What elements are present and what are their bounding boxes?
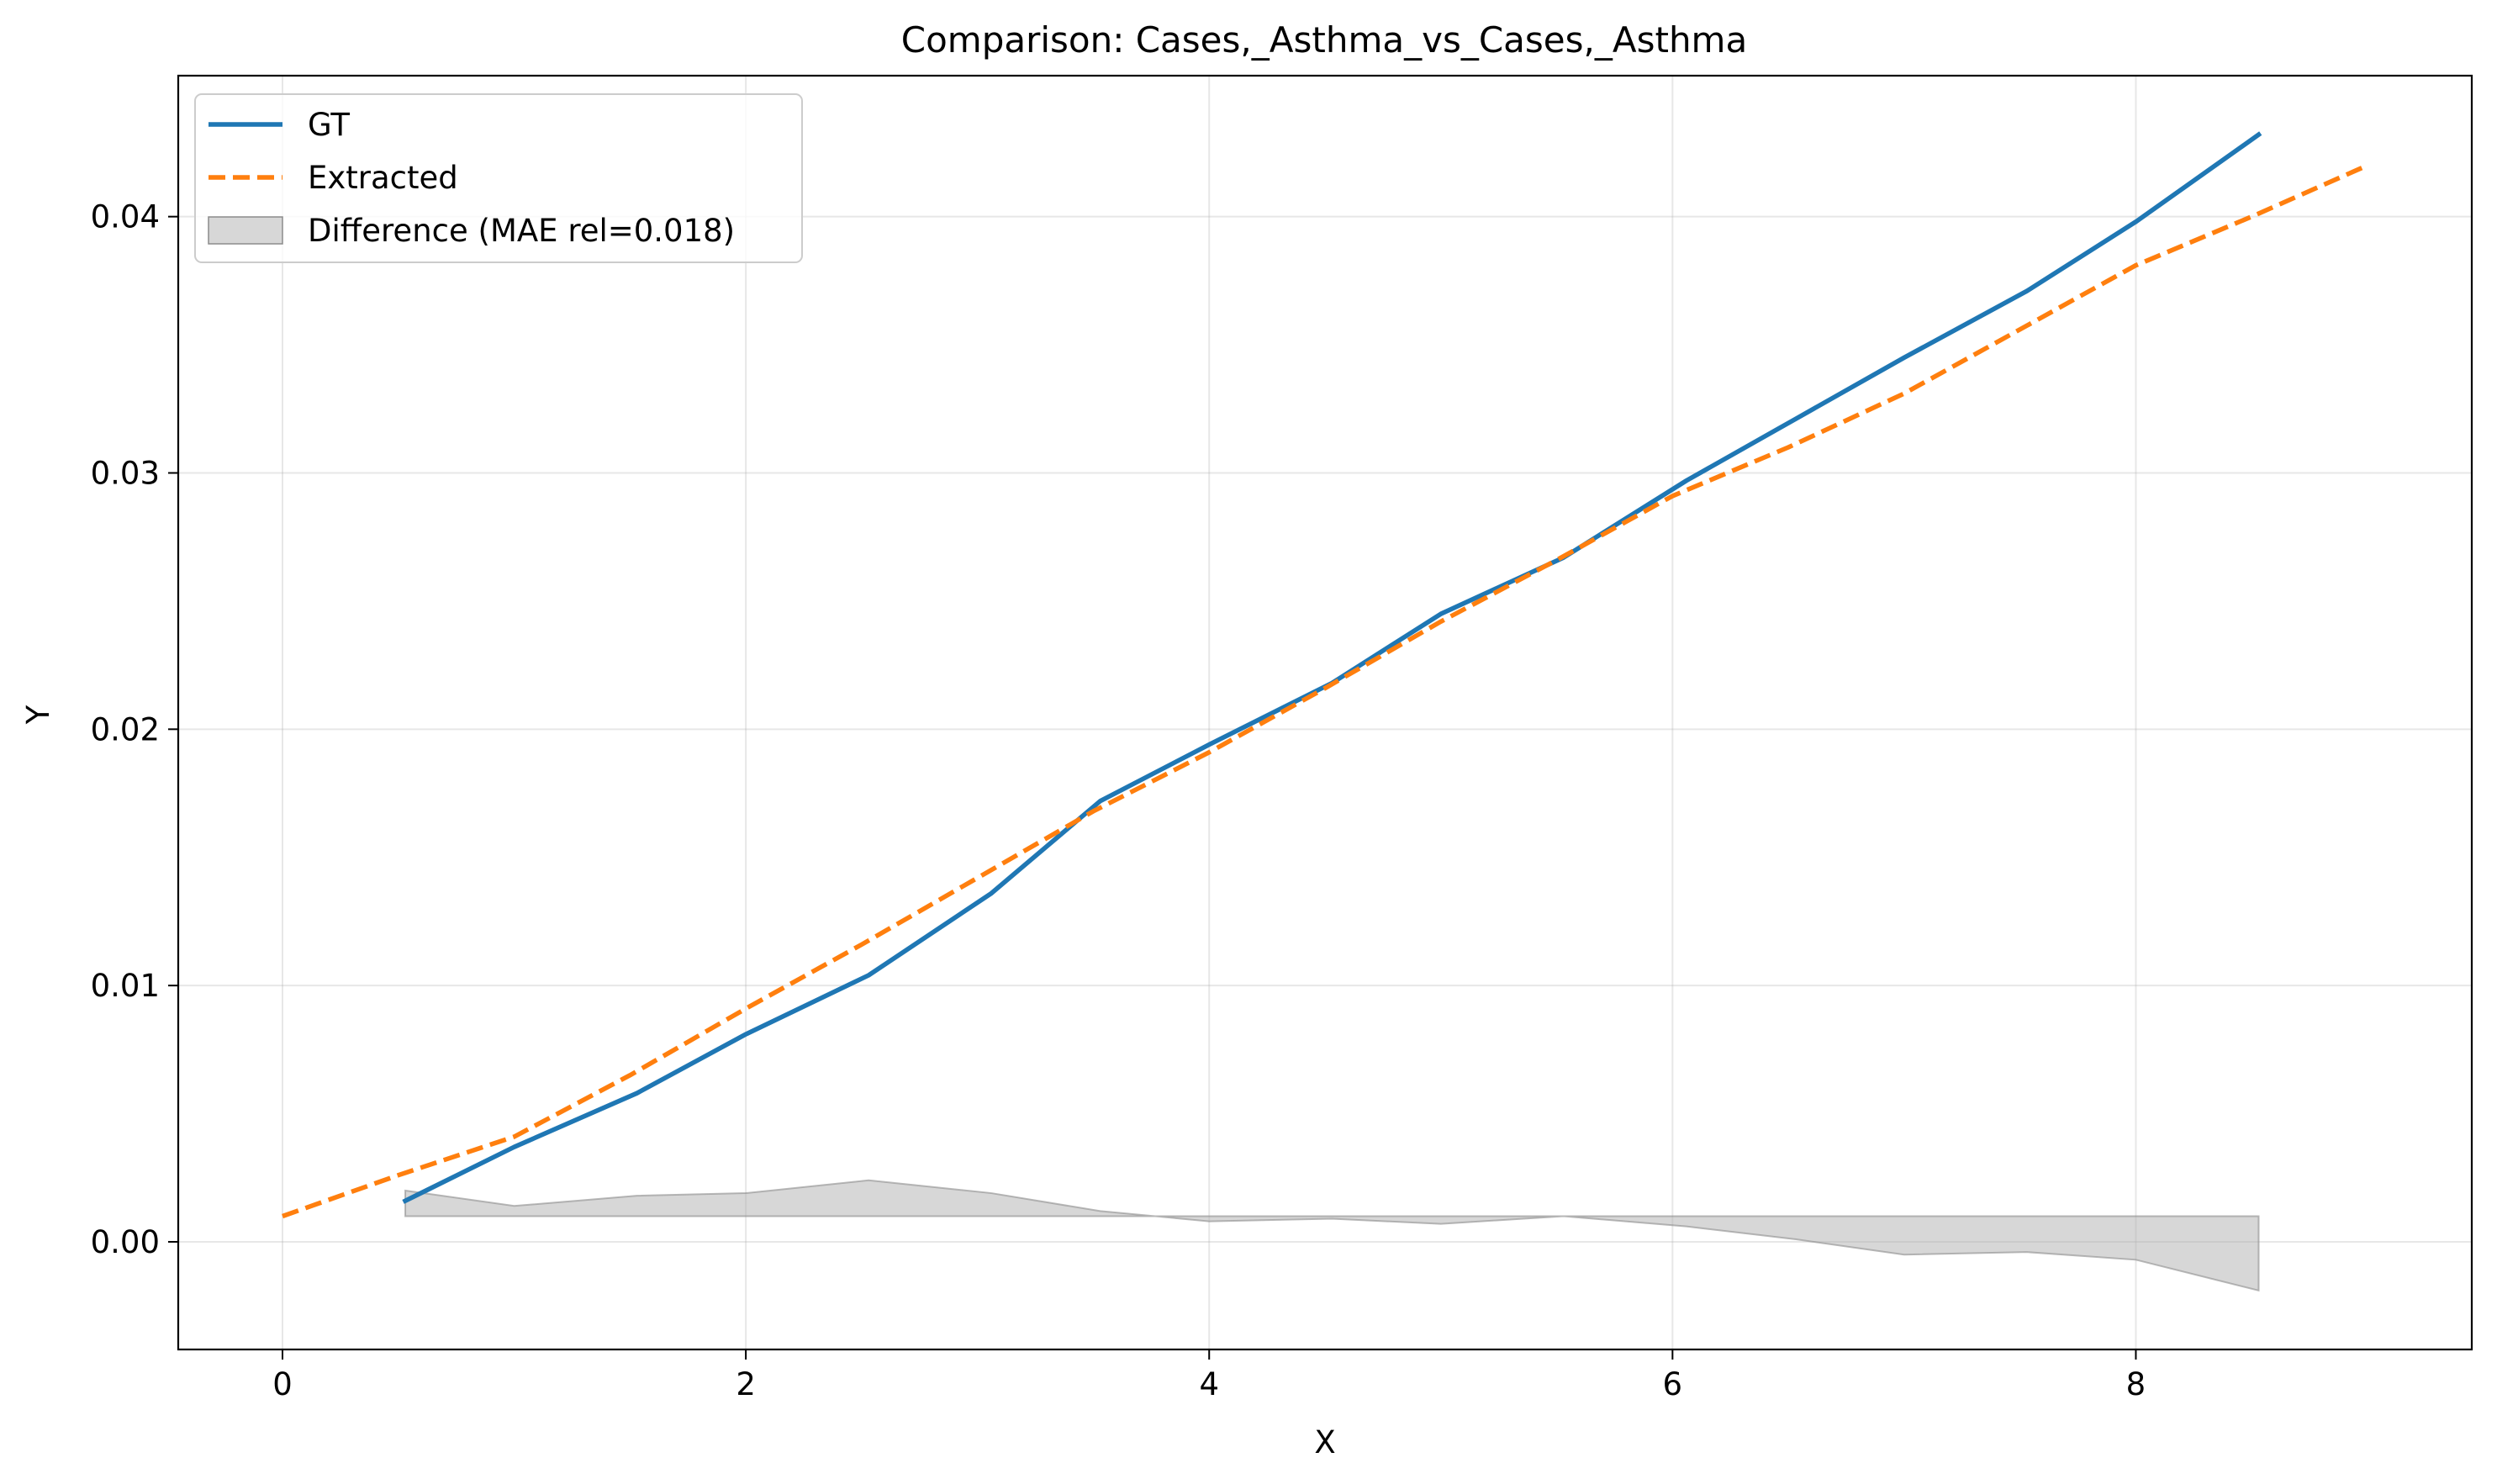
x-tick-label: 8 [2126, 1366, 2146, 1402]
y-tick-label: 0.01 [91, 968, 160, 1004]
extracted-line [282, 163, 2369, 1219]
plot-frame [177, 74, 2473, 1351]
legend-label-difference: Difference (MAE rel=0.018) [308, 213, 735, 249]
difference-area [404, 1179, 2260, 1292]
x-tick-label: 6 [1663, 1366, 1683, 1402]
y-tick-label: 0.02 [91, 711, 160, 747]
legend: GT Extracted Difference (MAE rel=0.018) [194, 93, 803, 263]
legend-label-gt: GT [308, 107, 350, 143]
chart-title: Comparison: Cases,_Asthma_vs_Cases,_Asth… [901, 19, 1747, 61]
x-tick-label: 2 [736, 1366, 756, 1402]
x-tick-label: 0 [272, 1366, 293, 1402]
plot-series [282, 131, 2369, 1292]
legend-swatch-difference [208, 216, 283, 245]
y-axis-label: Y [20, 705, 56, 725]
y-tick-label: 0.04 [91, 199, 160, 235]
grid [178, 76, 2472, 1349]
axis-ticks: 0 2 4 6 8 0.00 0.01 0.02 0.03 0.04 [91, 199, 2146, 1402]
y-tick-label: 0.03 [91, 455, 160, 491]
y-tick-label: 0.00 [91, 1224, 160, 1260]
x-axis-label: X [1314, 1424, 1335, 1460]
legend-label-extracted: Extracted [308, 160, 458, 196]
legend-frame [194, 93, 803, 263]
x-tick-label: 4 [1199, 1366, 1219, 1402]
